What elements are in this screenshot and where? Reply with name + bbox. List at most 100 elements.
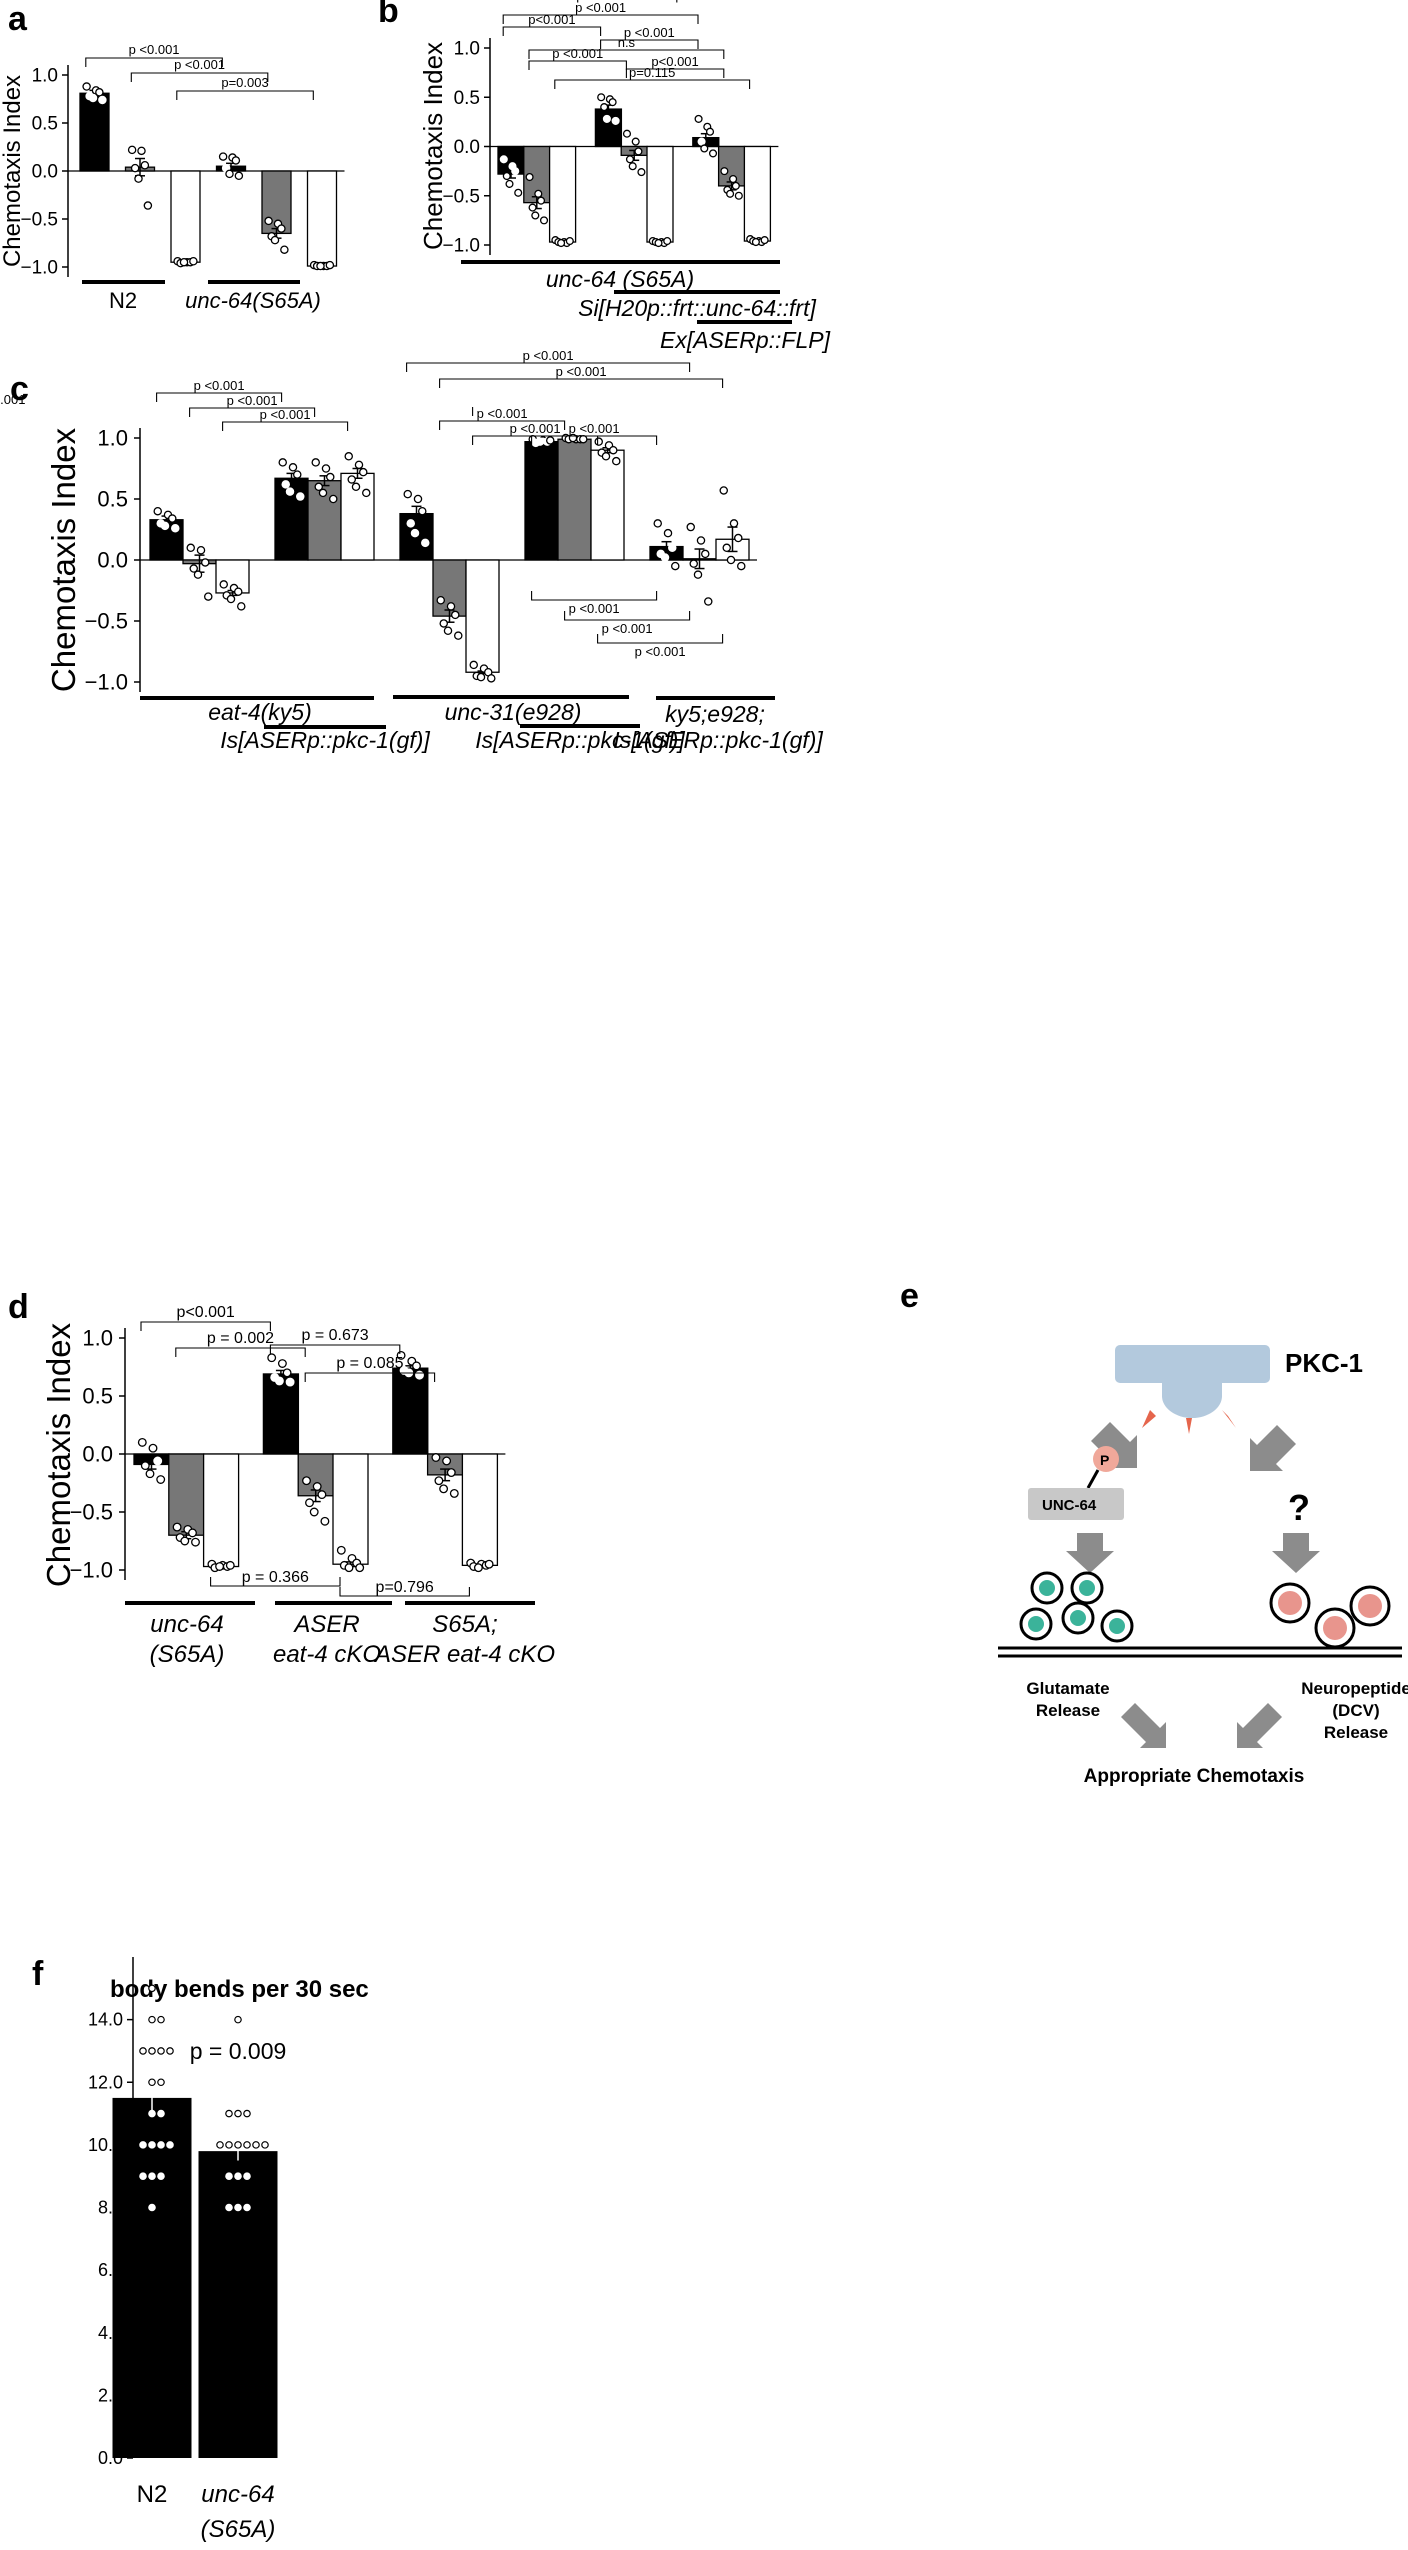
p-value-label: p =0.948	[675, 0, 726, 3]
data-point	[751, 237, 760, 247]
data-point	[469, 660, 478, 670]
data-point	[281, 480, 290, 489]
p-value-label: p = 0.673	[302, 1327, 369, 1344]
data-point	[225, 1560, 235, 1570]
data-point	[602, 114, 611, 123]
data-point	[663, 237, 672, 246]
y-tick-label: −1.0	[70, 1558, 113, 1583]
data-point	[700, 144, 709, 153]
data-point	[274, 1376, 284, 1386]
data-point	[403, 489, 412, 499]
data-point	[608, 98, 617, 107]
arrow-to-unc64-icon	[1091, 1422, 1137, 1468]
significance-bracket	[176, 90, 314, 100]
data-point	[180, 1536, 190, 1546]
significance-bracket	[625, 68, 725, 78]
data-point	[148, 2172, 156, 2180]
data-point	[719, 486, 728, 495]
p-value-label: p <0.001	[569, 421, 620, 436]
data-point	[270, 235, 280, 245]
significance-bracket	[597, 634, 724, 644]
data-point	[234, 171, 244, 181]
data-point	[137, 146, 146, 156]
data-point	[280, 245, 289, 254]
group-label: ASER	[292, 1611, 359, 1638]
data-point	[601, 452, 611, 461]
data-point	[153, 506, 162, 516]
data-point	[189, 256, 198, 266]
data-point	[525, 172, 534, 182]
data-point	[285, 1377, 295, 1387]
glutamate-vesicles	[1019, 1571, 1134, 1643]
data-point	[654, 238, 663, 248]
data-point	[305, 1498, 314, 1508]
data-point	[237, 602, 246, 611]
significance-bracket	[528, 49, 725, 59]
y-tick-label: 0.0	[32, 162, 58, 183]
data-point	[612, 456, 621, 466]
data-point	[130, 163, 140, 173]
significance-bracket	[531, 591, 658, 601]
data-point	[215, 1562, 225, 1571]
data-point	[225, 2203, 233, 2212]
data-point	[579, 434, 588, 444]
data-point	[312, 1482, 322, 1491]
data-point	[234, 2172, 242, 2180]
data-point	[731, 181, 740, 190]
pkc-membrane-bar	[1115, 1345, 1270, 1383]
data-point	[355, 1563, 365, 1573]
data-point	[193, 570, 203, 579]
y-axis-label: Chemotaxis Index	[45, 427, 82, 692]
data-point	[446, 1468, 456, 1478]
data-point	[734, 191, 743, 200]
p-value-label: p <0.001	[552, 46, 603, 61]
data-point	[534, 189, 543, 198]
bar	[594, 108, 623, 148]
y-tick-label: −0.5	[20, 210, 58, 231]
data-point	[421, 538, 430, 548]
dcv-vesicles	[1269, 1582, 1391, 1649]
release-arrow-icon	[1237, 1703, 1282, 1748]
data-point	[277, 1359, 287, 1368]
data-point	[285, 487, 295, 496]
data-point	[539, 216, 549, 225]
pkc-label: PKC-1	[1285, 1348, 1363, 1378]
data-point	[329, 494, 338, 504]
data-point	[609, 445, 618, 455]
significance-bracket	[439, 420, 566, 430]
group-label: Is[ASERp::pkc-1(gf)]	[475, 727, 685, 753]
y-tick-label: −0.5	[85, 609, 128, 634]
group-label: Ex[ASERp::FLP]	[660, 327, 831, 353]
p-value-label: p <0.001	[575, 0, 626, 15]
significance-bracket	[222, 421, 349, 431]
neuropeptide-label-1: Neuropeptide	[1301, 1679, 1408, 1698]
data-point	[140, 1461, 150, 1471]
y-tick-label: 1.0	[97, 426, 128, 451]
data-point	[168, 514, 177, 523]
arrow-to-dcv-icon	[1250, 1425, 1296, 1471]
signal-ray	[1142, 1410, 1156, 1428]
significance-bracket	[600, 39, 699, 49]
group-label: unc-64(S65A)	[185, 288, 321, 313]
data-point	[188, 1528, 197, 1538]
y-tick-label: 0.0	[454, 137, 480, 158]
data-point	[293, 470, 302, 479]
data-point	[722, 543, 731, 553]
significance-bracket	[85, 57, 223, 67]
data-point	[157, 2047, 165, 2055]
panel-label-b: b	[378, 0, 399, 30]
data-point	[502, 172, 511, 181]
data-point	[234, 2015, 242, 2024]
outcome-label: Appropriate Chemotaxis	[1084, 1766, 1305, 1787]
data-point	[476, 672, 486, 682]
signal-ray	[1222, 1410, 1236, 1428]
data-point	[663, 528, 673, 538]
data-point	[406, 519, 415, 528]
data-point	[344, 1563, 354, 1573]
bar	[590, 449, 625, 561]
data-point	[226, 594, 236, 604]
data-point	[88, 93, 98, 103]
data-point	[143, 201, 153, 210]
data-point	[140, 160, 150, 170]
